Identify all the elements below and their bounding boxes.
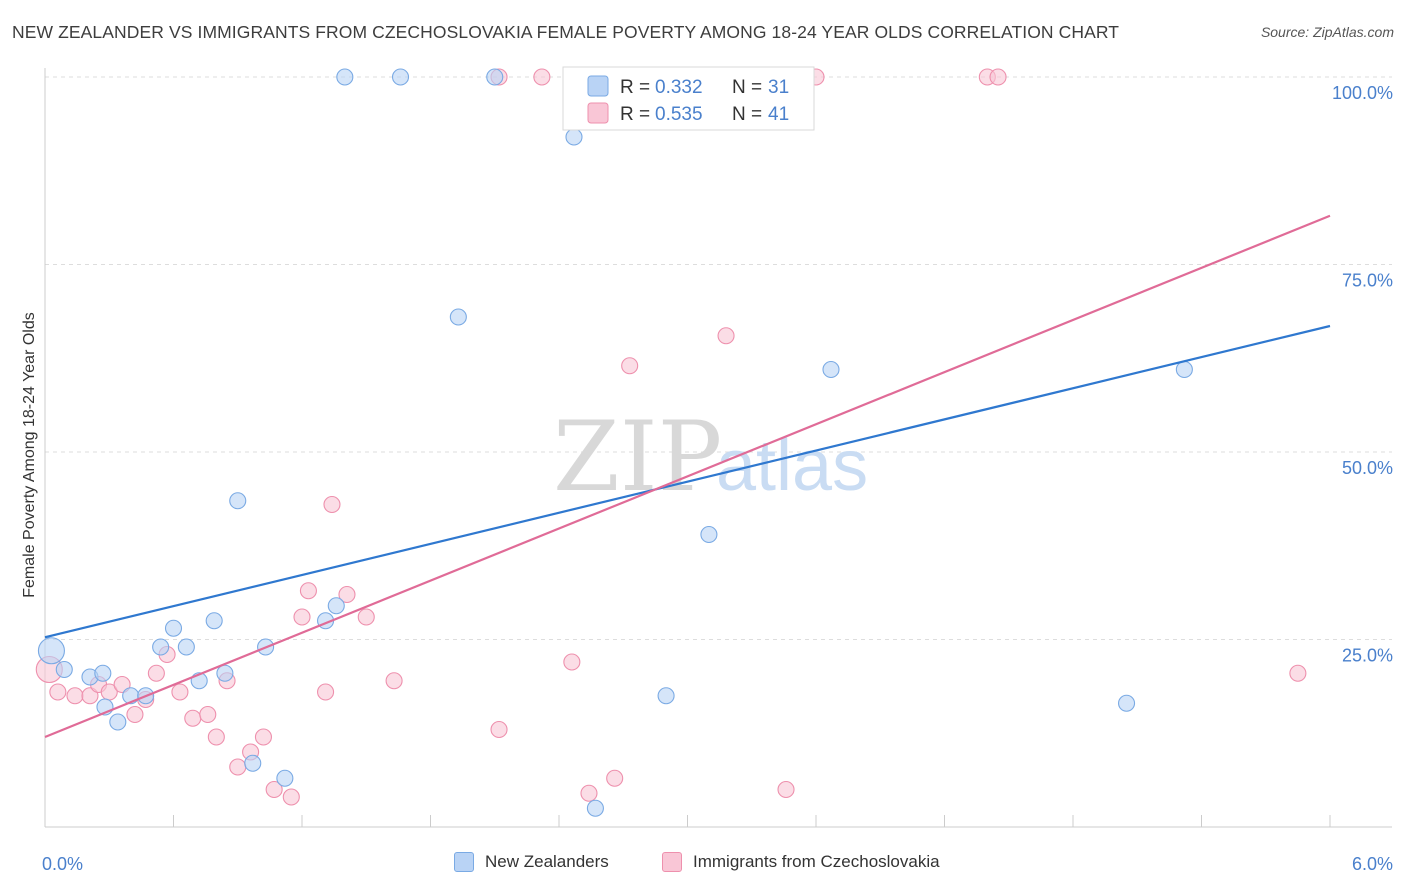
- czechoslovakia-point: [254, 728, 273, 746]
- legend-r-label-blue: R =: [620, 77, 650, 98]
- czechoslovakia-point: [563, 653, 581, 671]
- czechoslovakia-point: [323, 495, 341, 514]
- czechoslovakia-point: [126, 705, 144, 724]
- czechoslovakia-point: [385, 672, 403, 690]
- czechoslovakia-point: [606, 769, 624, 787]
- series-legend: New Zealanders Immigrants from Czechoslo…: [0, 852, 1406, 878]
- series-immigrants-czechoslovakia: [35, 68, 1307, 806]
- czechoslovakia-point: [147, 664, 165, 682]
- series-new-zealanders: [37, 68, 1193, 817]
- new-zealanders-point: [55, 660, 73, 679]
- legend-item-immigrants-czechoslovakia[interactable]: Immigrants from Czechoslovakia: [662, 852, 940, 872]
- czechoslovakia-point: [317, 683, 335, 701]
- grid-lines: [45, 76, 1392, 640]
- new-zealanders-point: [152, 638, 170, 656]
- trend-line-new-zealanders: [44, 324, 1331, 639]
- new-zealanders-point: [391, 68, 410, 86]
- czechoslovakia-point: [49, 683, 67, 701]
- czechoslovakia-point: [1289, 664, 1307, 682]
- czechoslovakia-point: [989, 68, 1007, 86]
- y-axis-label: Female Poverty Among 18-24 Year Olds: [21, 312, 38, 598]
- czechoslovakia-point: [777, 780, 795, 799]
- legend-n-value-blue: 31: [768, 77, 789, 98]
- czechoslovakia-point: [490, 720, 508, 739]
- new-zealanders-point: [216, 664, 234, 682]
- new-zealanders-point: [164, 619, 183, 637]
- czechoslovakia-point: [81, 687, 99, 705]
- legend-swatch-new-zealanders: [454, 852, 474, 872]
- y-tick-label: 25.0%: [1342, 646, 1393, 666]
- new-zealanders-point: [244, 754, 262, 772]
- legend-swatch-pink: [587, 102, 609, 124]
- czechoslovakia-point: [207, 728, 225, 746]
- chart-title: NEW ZEALANDER VS IMMIGRANTS FROM CZECHOS…: [12, 22, 1120, 42]
- czechoslovakia-point: [282, 788, 300, 806]
- new-zealanders-point: [449, 308, 467, 326]
- czechoslovakia-point: [66, 687, 84, 705]
- correlation-legend: R = 0.332 N = 31 R = 0.535 N = 41: [562, 66, 815, 131]
- legend-n-label-pink: N =: [732, 104, 762, 125]
- new-zealanders-point: [205, 612, 223, 630]
- new-zealanders-point: [565, 128, 583, 146]
- axes: [44, 68, 1392, 828]
- new-zealanders-point: [327, 597, 345, 615]
- source-credit: Source: ZipAtlas.com: [1260, 24, 1394, 40]
- czechoslovakia-point: [184, 709, 202, 727]
- y-tick-label: 100.0%: [1332, 83, 1393, 103]
- watermark: ZIP atlas: [553, 401, 868, 513]
- trend-line-czechoslovakia: [44, 214, 1331, 739]
- new-zealanders-point: [657, 687, 675, 705]
- x-tick-label: 6.0%: [1352, 854, 1393, 874]
- trend-lines: [44, 214, 1331, 739]
- czechoslovakia-point: [171, 683, 189, 701]
- x-tick-label: 0.0%: [42, 854, 83, 874]
- czechoslovakia-point: [299, 582, 317, 600]
- new-zealanders-point: [37, 637, 65, 665]
- czechoslovakia-point: [357, 608, 375, 626]
- legend-label-new-zealanders: New Zealanders: [485, 852, 609, 871]
- legend-label-immigrants-czechoslovakia: Immigrants from Czechoslovakia: [693, 852, 940, 871]
- new-zealanders-point: [1175, 360, 1193, 379]
- czechoslovakia-point: [265, 780, 283, 799]
- new-zealanders-point: [336, 68, 354, 86]
- new-zealanders-point: [822, 360, 840, 379]
- legend-r-value-blue: 0.332: [655, 77, 703, 98]
- new-zealanders-point: [276, 769, 294, 787]
- legend-swatch-blue: [587, 75, 609, 97]
- czechoslovakia-point: [580, 784, 598, 802]
- czechoslovakia-point: [113, 675, 131, 694]
- new-zealanders-point: [1117, 694, 1136, 712]
- new-zealanders-point: [229, 492, 247, 510]
- new-zealanders-point: [700, 525, 718, 544]
- legend-swatch-immigrants-czechoslovakia: [662, 852, 682, 872]
- new-zealanders-point: [177, 638, 195, 656]
- legend-r-value-pink: 0.535: [655, 104, 703, 125]
- y-tick-label: 50.0%: [1342, 458, 1393, 478]
- legend-item-new-zealanders[interactable]: New Zealanders: [454, 852, 609, 872]
- y-tick-label: 75.0%: [1342, 271, 1393, 291]
- watermark-atlas: atlas: [716, 426, 868, 506]
- czechoslovakia-point: [533, 68, 551, 86]
- czechoslovakia-point: [338, 585, 356, 604]
- legend-n-label-blue: N =: [732, 77, 762, 98]
- czechoslovakia-point: [717, 327, 735, 345]
- new-zealanders-point: [486, 68, 504, 86]
- legend-n-value-pink: 41: [768, 104, 789, 125]
- legend-r-label-pink: R =: [620, 104, 650, 125]
- czechoslovakia-point: [293, 608, 311, 626]
- tick-labels: 25.0% 50.0% 75.0% 100.0% 0.0% 6.0%: [42, 83, 1393, 874]
- new-zealanders-point: [109, 713, 127, 731]
- czechoslovakia-point: [199, 705, 217, 724]
- czechoslovakia-point: [621, 357, 639, 375]
- new-zealanders-point: [94, 664, 112, 682]
- czechoslovakia-point: [229, 758, 247, 776]
- new-zealanders-point: [586, 799, 604, 817]
